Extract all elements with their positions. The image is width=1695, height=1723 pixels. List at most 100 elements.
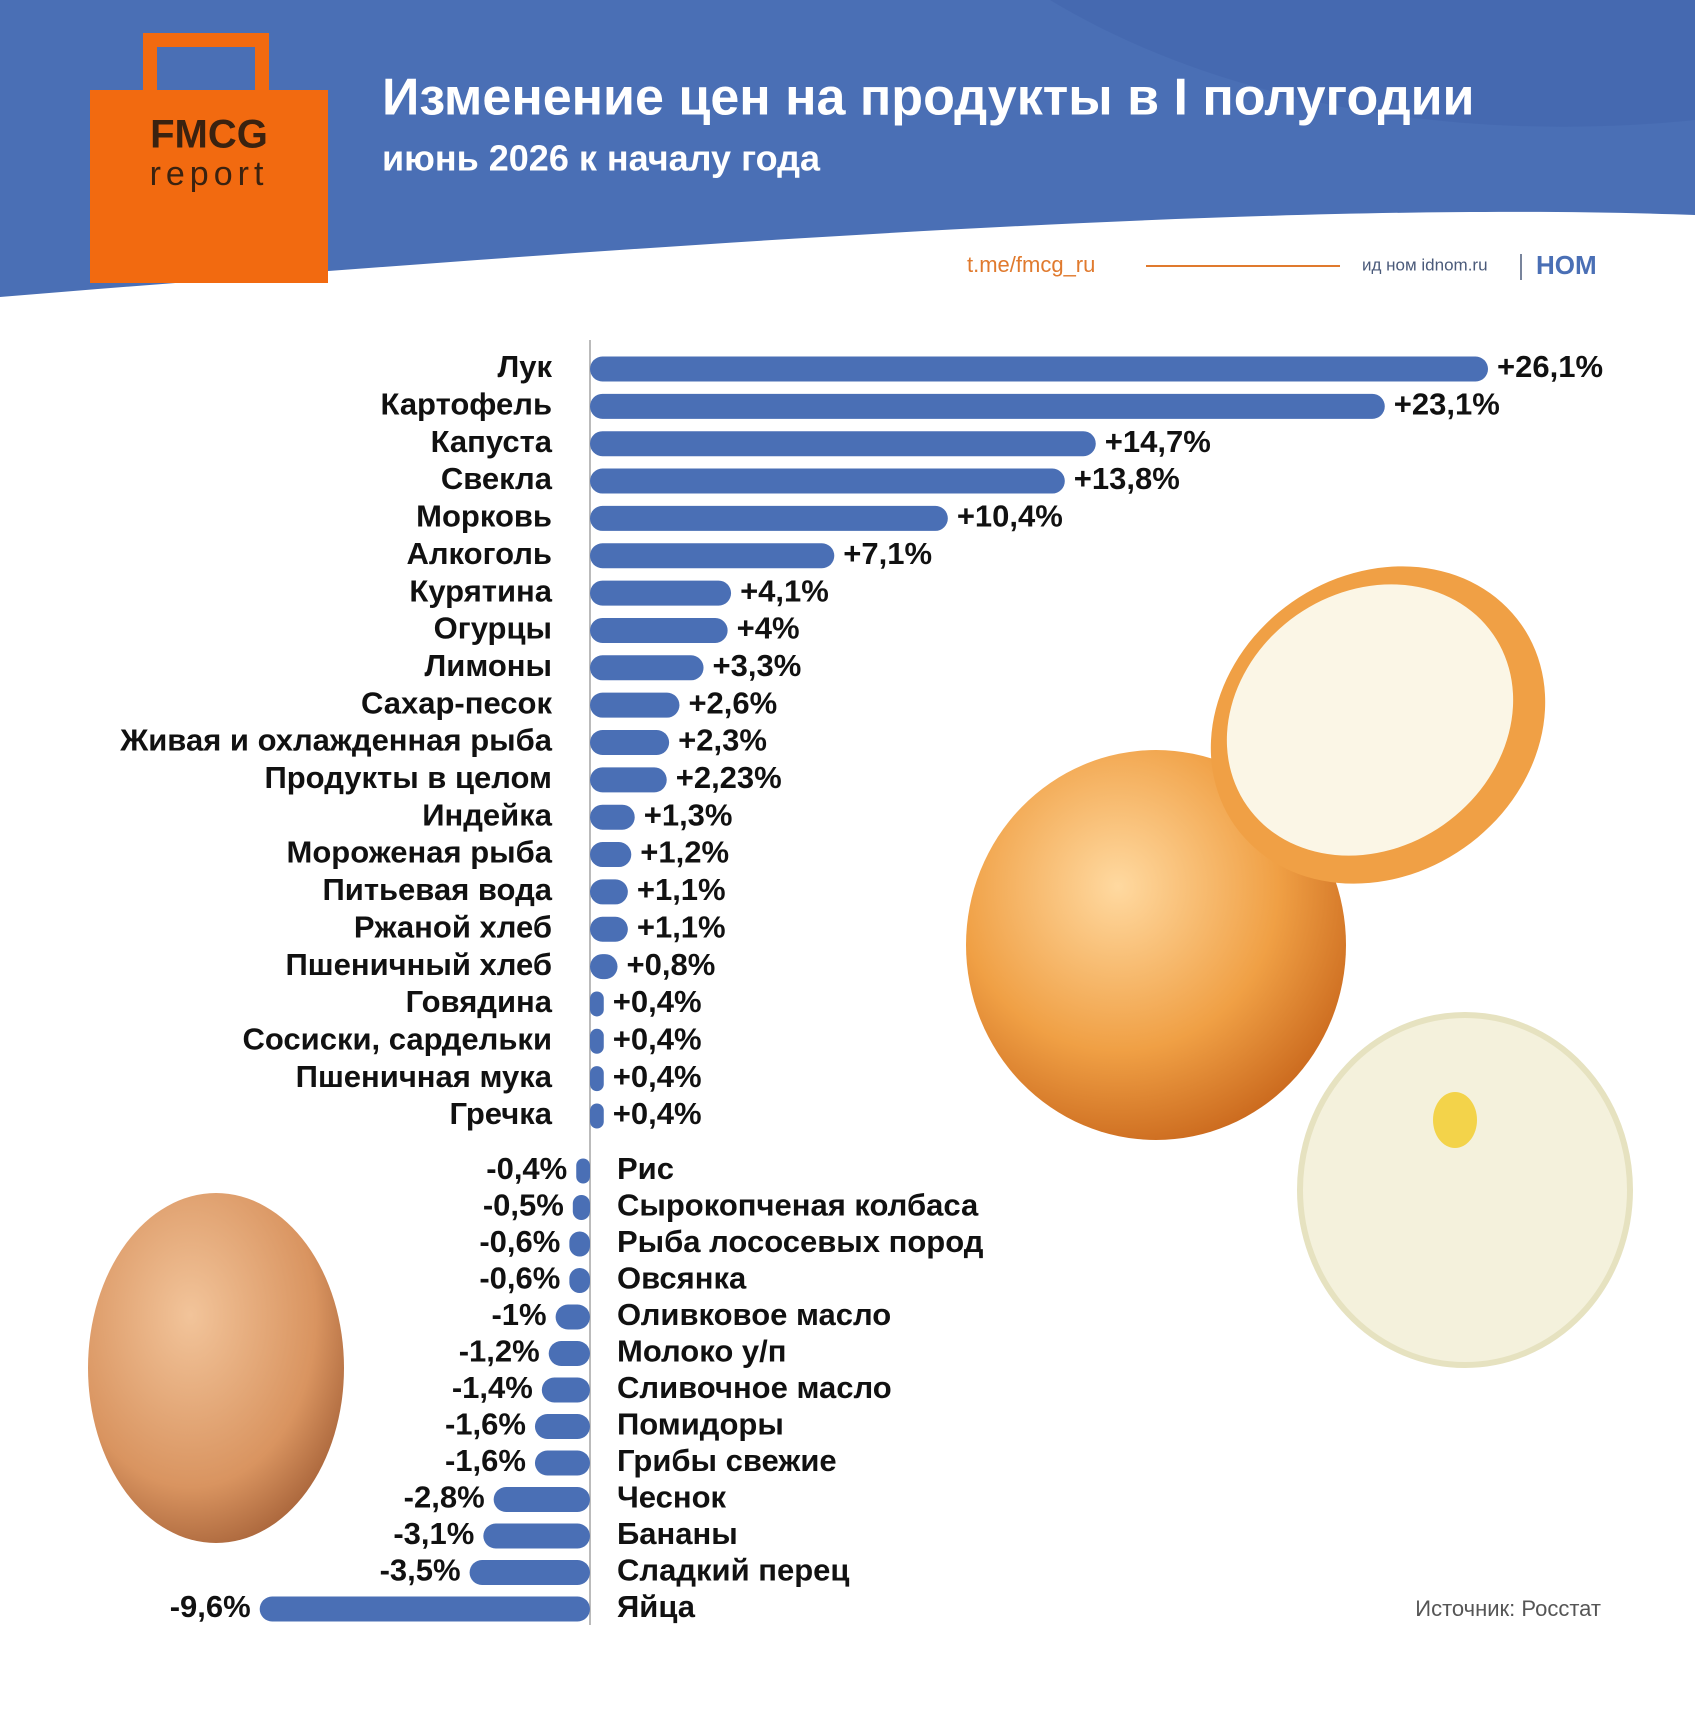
category-label: Пшеничная мука — [296, 1059, 553, 1094]
category-label: Рис — [617, 1151, 674, 1186]
bar — [590, 991, 604, 1017]
value-label: +26,1% — [1497, 349, 1603, 384]
bar — [590, 804, 635, 830]
category-label: Сосиски, сардельки — [242, 1021, 552, 1056]
category-label: Оливковое масло — [617, 1297, 891, 1332]
bar — [590, 1066, 604, 1092]
bar — [534, 1450, 590, 1476]
value-label: +0,4% — [613, 984, 702, 1019]
value-label: +0,8% — [627, 947, 716, 982]
value-label: -3,5% — [380, 1553, 461, 1588]
bar — [590, 580, 732, 606]
value-label: -2,8% — [404, 1480, 485, 1515]
bar — [590, 617, 728, 643]
bar — [572, 1195, 590, 1220]
brand: НОМ — [1536, 250, 1597, 280]
category-label: Яйца — [617, 1589, 696, 1624]
category-label: Рыба лососевых пород — [617, 1224, 984, 1259]
bar — [569, 1231, 590, 1257]
bar — [590, 505, 948, 531]
value-label: +13,8% — [1074, 461, 1180, 496]
publisher: ид ном idnom.ru — [1362, 255, 1488, 274]
bar — [590, 730, 670, 755]
bar — [590, 543, 835, 569]
value-label: +1,1% — [637, 909, 726, 944]
channel-link: t.me/fmcg_ru — [967, 252, 1095, 277]
bar — [590, 1103, 604, 1129]
bar — [590, 916, 628, 942]
bar — [590, 692, 680, 718]
source: Источник: Росстат — [1415, 1596, 1601, 1621]
chart-title: Изменение цен на продукты в I полугодии — [382, 69, 1475, 127]
value-label: +3,3% — [713, 648, 802, 683]
category-label: Лук — [497, 349, 552, 384]
value-label: +0,4% — [613, 1096, 702, 1131]
logo-subtitle: report — [150, 155, 269, 193]
category-label: Курятина — [409, 573, 552, 608]
category-label: Пшеничный хлеб — [285, 947, 552, 982]
value-label: +4,1% — [740, 573, 829, 608]
category-label: Лимоны — [425, 648, 552, 683]
category-label: Чеснок — [617, 1480, 727, 1515]
header-shape — [1050, 0, 1695, 127]
category-label: Морковь — [416, 499, 552, 534]
bar — [590, 1028, 604, 1054]
category-label: Сливочное масло — [617, 1370, 892, 1405]
bar — [548, 1341, 590, 1366]
logo-title: FMCG — [150, 113, 268, 157]
bar — [590, 468, 1065, 494]
value-label: -1,6% — [445, 1407, 526, 1442]
illustration — [88, 566, 1633, 1543]
category-label: Картофель — [381, 387, 552, 422]
bar — [483, 1523, 590, 1549]
bar — [590, 393, 1385, 419]
category-label: Алкоголь — [406, 536, 552, 571]
category-label: Свекла — [441, 461, 553, 496]
bar — [576, 1158, 590, 1184]
bar — [590, 767, 667, 793]
value-label: +2,23% — [676, 760, 782, 795]
value-label: +14,7% — [1105, 424, 1211, 459]
value-label: +0,4% — [613, 1059, 702, 1094]
bar — [534, 1414, 590, 1439]
logo: FMCG report — [90, 33, 328, 283]
bar — [555, 1304, 590, 1330]
bar — [590, 954, 618, 980]
value-label: -1,2% — [459, 1334, 540, 1369]
bar — [541, 1377, 590, 1403]
value-label: +2,6% — [688, 685, 777, 720]
category-label: Живая и охлажденная рыба — [119, 723, 553, 758]
value-label: -3,1% — [393, 1516, 474, 1551]
category-label: Огурцы — [434, 611, 552, 646]
category-label: Продукты в целом — [264, 760, 552, 795]
value-label: +2,3% — [678, 723, 767, 758]
value-label: -0,6% — [479, 1261, 560, 1296]
bar — [469, 1560, 590, 1585]
value-label: +4% — [737, 611, 800, 646]
value-label: -0,4% — [486, 1151, 567, 1186]
value-label: +0,4% — [613, 1021, 702, 1056]
value-label: -0,5% — [483, 1188, 564, 1223]
category-label: Молоко у/п — [617, 1334, 786, 1369]
bar — [590, 842, 632, 868]
category-label: Сырокопченая колбаса — [617, 1188, 979, 1223]
category-label: Помидоры — [617, 1407, 784, 1442]
bar — [590, 879, 628, 905]
category-label: Сладкий перец — [617, 1553, 849, 1588]
value-label: -0,6% — [479, 1224, 560, 1259]
bar — [259, 1596, 590, 1622]
value-label: -1,6% — [445, 1443, 526, 1478]
bar — [493, 1487, 590, 1512]
value-label: -9,6% — [170, 1589, 251, 1624]
category-label: Говядина — [406, 984, 553, 1019]
category-label: Индейка — [422, 797, 552, 832]
category-label: Гречка — [449, 1096, 552, 1131]
bar — [590, 655, 704, 681]
chart-subtitle: июнь 2026 к началу года — [382, 138, 821, 179]
value-label: -1% — [491, 1297, 546, 1332]
value-label: +23,1% — [1394, 387, 1500, 422]
value-label: +1,3% — [644, 797, 733, 832]
category-label: Сахар-песок — [361, 685, 552, 720]
